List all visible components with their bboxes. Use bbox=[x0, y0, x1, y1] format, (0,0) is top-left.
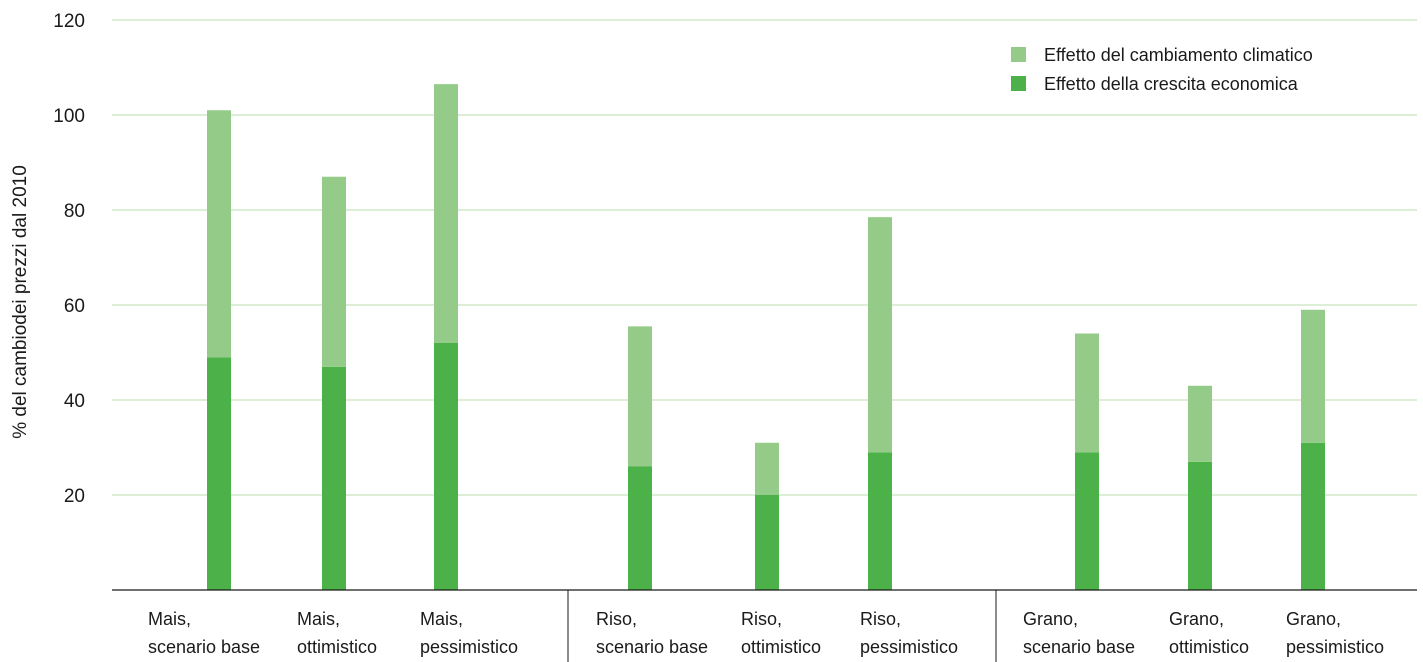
legend-swatch bbox=[1011, 76, 1026, 91]
bars bbox=[207, 84, 1325, 590]
bar-segment-crescita-economica bbox=[755, 495, 779, 590]
x-tick-label: Grano, bbox=[1169, 609, 1224, 629]
bar-segment-cambiamento-climatico bbox=[755, 442, 779, 495]
y-tick-label: 120 bbox=[53, 11, 85, 32]
x-tick-label: Riso, bbox=[596, 609, 637, 629]
bar-segment-cambiamento-climatico bbox=[322, 176, 346, 367]
y-tick-label: 80 bbox=[64, 201, 85, 222]
x-tick-label: ottimistico bbox=[741, 637, 821, 657]
bar-segment-cambiamento-climatico bbox=[628, 326, 652, 467]
y-tick-label: 100 bbox=[53, 106, 85, 127]
x-tick-label: Grano, bbox=[1023, 609, 1078, 629]
bar-segment-crescita-economica bbox=[628, 466, 652, 590]
x-tick-label: Mais, bbox=[297, 609, 340, 629]
bar-segment-crescita-economica bbox=[1075, 452, 1099, 590]
bar-segment-cambiamento-climatico bbox=[207, 110, 231, 358]
legend: Effetto del cambiamento climatico Effetto… bbox=[1011, 45, 1313, 94]
x-tick-label: Riso, bbox=[860, 609, 901, 629]
x-tick-label: ottimistico bbox=[297, 637, 377, 657]
bar-segment-cambiamento-climatico bbox=[1301, 309, 1325, 443]
bar-segment-cambiamento-climatico bbox=[1188, 385, 1212, 462]
x-tick-label: ottimistico bbox=[1169, 637, 1249, 657]
x-tick-label: scenario base bbox=[1023, 637, 1135, 657]
x-tick-label: pessimistico bbox=[860, 637, 958, 657]
legend-swatch bbox=[1011, 47, 1026, 62]
y-tick-label: 40 bbox=[64, 391, 85, 412]
group-separators bbox=[567, 590, 997, 662]
x-tick-label: Mais, bbox=[420, 609, 463, 629]
bar-segment-crescita-economica bbox=[434, 343, 458, 590]
x-tick-label: pessimistico bbox=[420, 637, 518, 657]
bar-segment-crescita-economica bbox=[1301, 442, 1325, 590]
legend-label: Effetto del cambiamento climatico bbox=[1044, 45, 1313, 65]
y-tick-label: 60 bbox=[64, 296, 85, 317]
x-tick-label: Riso, bbox=[741, 609, 782, 629]
x-tick-label: pessimistico bbox=[1286, 637, 1384, 657]
x-tick-label: scenario base bbox=[148, 637, 260, 657]
y-tick-label: 20 bbox=[64, 486, 85, 507]
bar-segment-cambiamento-climatico bbox=[1075, 333, 1099, 453]
x-tick-label: Grano, bbox=[1286, 609, 1341, 629]
bar-segment-cambiamento-climatico bbox=[868, 217, 892, 453]
x-tick-label: scenario base bbox=[596, 637, 708, 657]
bar-segment-cambiamento-climatico bbox=[434, 84, 458, 343]
x-tick-label: Mais, bbox=[148, 609, 191, 629]
legend-label: Effetto della crescita economica bbox=[1044, 74, 1299, 94]
bar-segment-crescita-economica bbox=[1188, 461, 1212, 590]
bar-segment-crescita-economica bbox=[322, 366, 346, 590]
bar-segment-crescita-economica bbox=[868, 452, 892, 590]
y-axis-label: % del cambiodei prezzi dal 2010 bbox=[10, 165, 31, 439]
bar-segment-crescita-economica bbox=[207, 357, 231, 590]
y-axis-ticks: 20 40 60 80 100 120 bbox=[53, 11, 85, 507]
category-labels: Mais, scenario base Mais, ottimistico Mais, p… bbox=[148, 609, 1384, 657]
